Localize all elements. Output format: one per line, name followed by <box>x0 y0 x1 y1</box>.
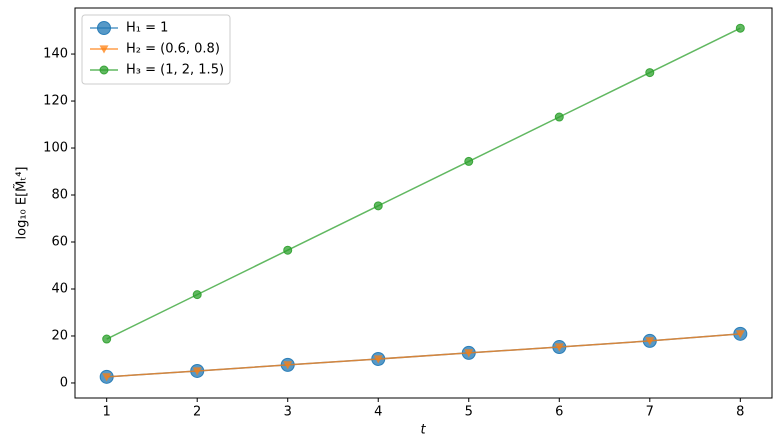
data-point <box>645 337 655 346</box>
data-point <box>554 112 564 122</box>
legend-box <box>81 14 231 85</box>
data-point <box>192 367 202 376</box>
x-tick-label: 8 <box>736 405 744 420</box>
x-tick-label: 4 <box>374 405 382 420</box>
data-point <box>464 349 474 358</box>
y-tick-label: 0 <box>60 375 68 390</box>
data-point <box>645 68 655 78</box>
data-point <box>735 330 745 339</box>
legend-label: H₃ = (1, 2, 1.5) <box>126 63 224 78</box>
data-point <box>735 23 745 33</box>
x-tick-label: 1 <box>103 405 111 420</box>
x-tick-label: 6 <box>555 405 563 420</box>
y-tick-label: 140 <box>43 47 68 62</box>
y-tick-label: 40 <box>51 281 68 296</box>
y-tick-label: 100 <box>43 141 68 156</box>
x-tick-label: 3 <box>284 405 292 420</box>
legend-label: H₁ = 1 <box>126 21 168 36</box>
legend-marker <box>99 65 109 75</box>
series-line <box>106 27 741 340</box>
data-point <box>283 361 293 370</box>
y-tick-label: 80 <box>51 188 68 203</box>
legend-marker <box>99 45 109 54</box>
data-point <box>464 156 474 166</box>
x-tick-label: 5 <box>465 405 473 420</box>
x-axis-label: t <box>420 423 426 438</box>
y-tick-label: 60 <box>51 235 68 250</box>
legend: H₁ = 1 H₂ = (0.6, 0.8) H₃ = (1, 2, 1.5) <box>81 14 231 85</box>
data-point <box>102 334 112 344</box>
plot-frame <box>74 7 773 399</box>
data-point <box>102 373 112 382</box>
x-tick-label: 7 <box>646 405 654 420</box>
legend-label: H₂ = (0.6, 0.8) <box>126 42 220 57</box>
y-tick-label: 120 <box>43 94 68 109</box>
series-line <box>106 333 741 378</box>
data-point <box>373 201 383 211</box>
data-point <box>373 355 383 364</box>
data-point <box>192 290 202 300</box>
legend-marker <box>97 21 111 35</box>
y-tick-label: 20 <box>51 328 68 343</box>
data-point <box>554 343 564 352</box>
x-tick-label: 2 <box>193 405 201 420</box>
data-point <box>283 245 293 255</box>
y-axis-label: log₁₀ E[M̃ₜ⁴] <box>14 167 29 240</box>
